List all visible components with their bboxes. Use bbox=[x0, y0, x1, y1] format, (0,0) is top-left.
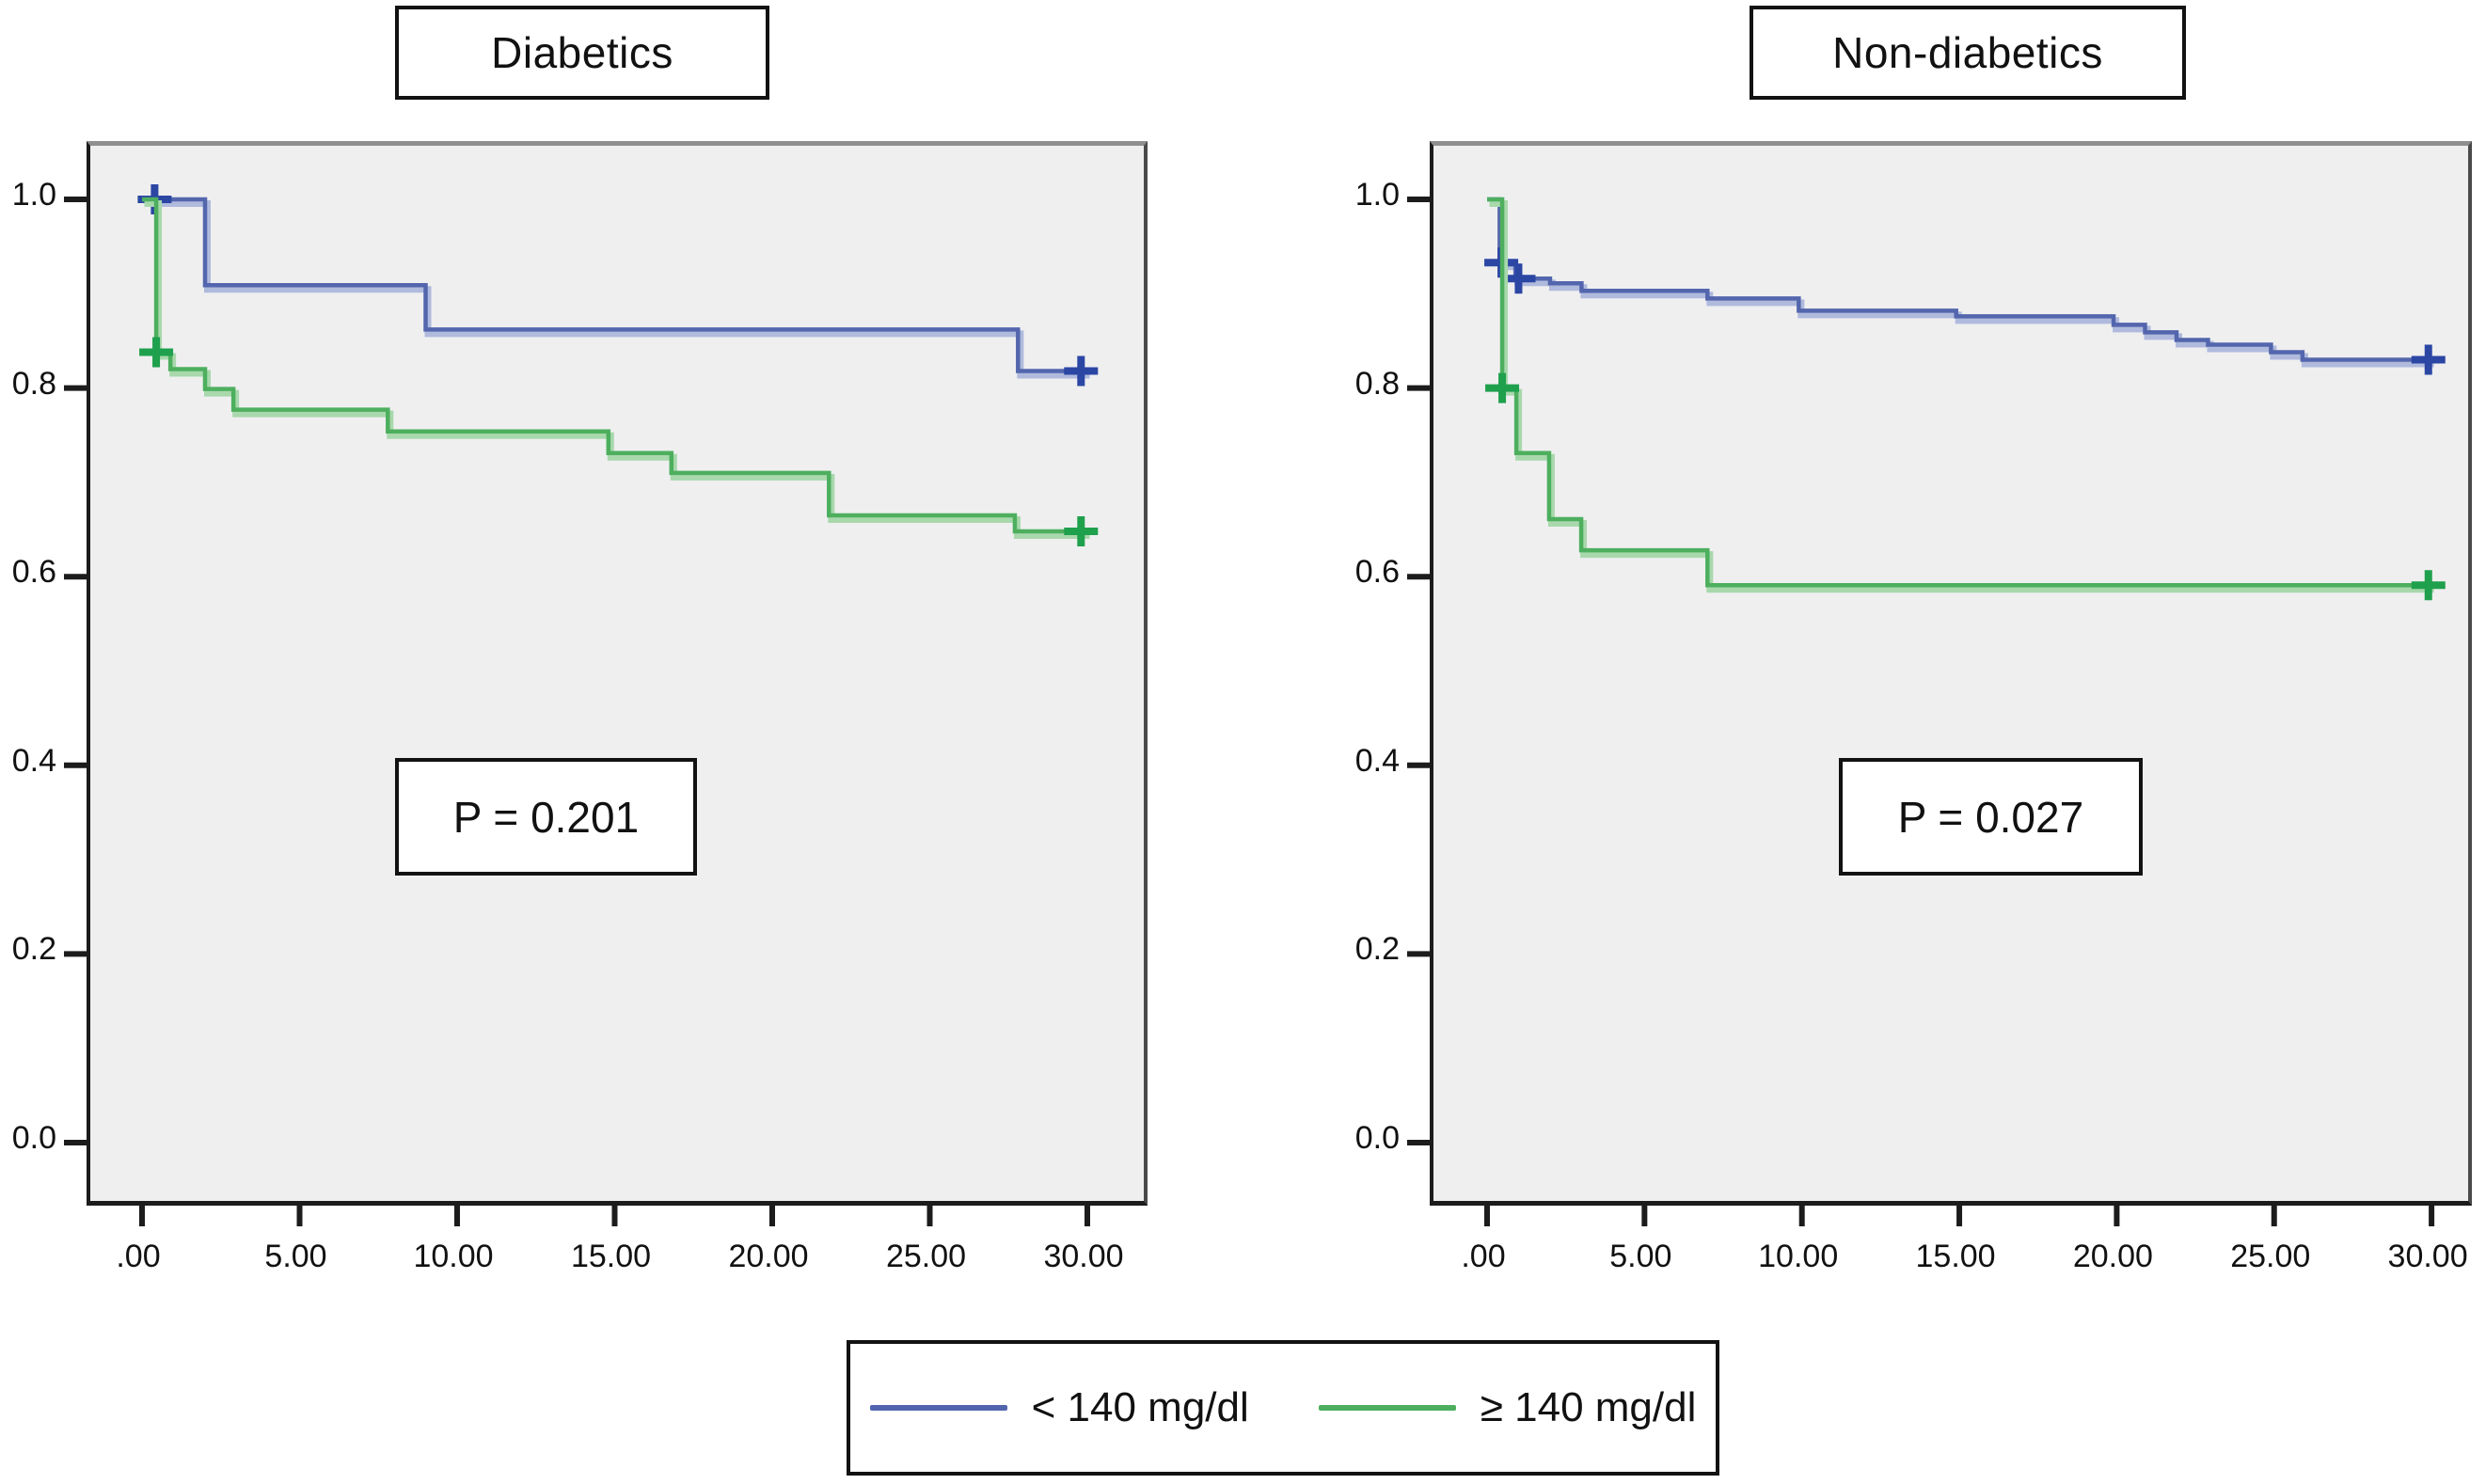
survival-curve-halo bbox=[144, 200, 1090, 379]
survival-curve-halo bbox=[144, 200, 1090, 540]
x-tick-label: .00 bbox=[116, 1239, 161, 1274]
plot-area-diabetics: P = 0.201 bbox=[64, 141, 1148, 1226]
x-tick-label: 5.00 bbox=[1609, 1239, 1672, 1274]
survival-curve bbox=[1487, 197, 2432, 588]
y-tick-label: 0.2 bbox=[1354, 931, 1400, 968]
panel-title-non-diabetics: Non-diabetics bbox=[1832, 28, 2103, 77]
x-tick-label: 10.00 bbox=[413, 1239, 494, 1274]
x-tick-label: 15.00 bbox=[1915, 1239, 1996, 1274]
legend-item-lt-140: < 140 mg/dl bbox=[869, 1384, 1249, 1431]
survival-curve-halo bbox=[1489, 200, 2434, 593]
legend-box: < 140 mg/dl ≥ 140 mg/dl bbox=[847, 1340, 1719, 1476]
x-tick-label: 30.00 bbox=[1043, 1239, 1124, 1274]
y-tick-label: 0.8 bbox=[11, 365, 56, 402]
panel-title-box-non-diabetics: Non-diabetics bbox=[1750, 6, 2186, 100]
legend-line-blue bbox=[869, 1405, 1007, 1411]
y-tick-label: 0.6 bbox=[11, 554, 56, 591]
survival-curve bbox=[1487, 197, 2432, 362]
x-tick-label: .00 bbox=[1461, 1239, 1506, 1274]
p-value-box-diabetics: P = 0.201 bbox=[395, 758, 697, 876]
x-tick-label: 10.00 bbox=[1758, 1239, 1839, 1274]
y-tick-label: 1.0 bbox=[11, 177, 56, 213]
y-tick-label: 0.6 bbox=[1354, 554, 1400, 591]
x-tick-label: 15.00 bbox=[570, 1239, 652, 1274]
p-value-box-non-diabetics: P = 0.027 bbox=[1839, 758, 2143, 876]
legend-label-lt-140: < 140 mg/dl bbox=[1031, 1384, 1249, 1430]
y-tick-label: 0.2 bbox=[11, 931, 56, 968]
legend-line-green bbox=[1318, 1405, 1456, 1411]
y-tick-label: 0.0 bbox=[1354, 1120, 1400, 1156]
plot-svg-non-diabetics bbox=[1407, 197, 2446, 1226]
x-tick-label: 30.00 bbox=[2387, 1239, 2468, 1274]
y-tick-label: 0.0 bbox=[11, 1120, 56, 1156]
p-value-non-diabetics: P = 0.027 bbox=[1897, 792, 2084, 842]
x-tick-label: 25.00 bbox=[2230, 1239, 2311, 1274]
survival-curve-halo bbox=[1489, 200, 2434, 368]
p-value-diabetics: P = 0.201 bbox=[452, 792, 640, 842]
x-tick-label: 20.00 bbox=[728, 1239, 809, 1274]
x-tick-label: 5.00 bbox=[264, 1239, 327, 1274]
x-tick-label: 20.00 bbox=[2072, 1239, 2153, 1274]
y-tick-label: 0.4 bbox=[11, 742, 56, 779]
survival-curve bbox=[142, 197, 1087, 373]
survival-curve bbox=[142, 197, 1087, 534]
legend-label-gte-140: ≥ 140 mg/dl bbox=[1480, 1384, 1697, 1430]
plot-area-non-diabetics: P = 0.027 bbox=[1407, 141, 2472, 1226]
panel-title-box-diabetics: Diabetics bbox=[395, 6, 769, 100]
y-tick-label: 0.8 bbox=[1354, 365, 1400, 402]
legend-item-gte-140: ≥ 140 mg/dl bbox=[1318, 1384, 1697, 1431]
panel-title-diabetics: Diabetics bbox=[491, 28, 673, 77]
plot-svg-diabetics bbox=[64, 184, 1099, 1226]
y-tick-label: 1.0 bbox=[1354, 177, 1400, 213]
y-tick-label: 0.4 bbox=[1354, 742, 1400, 779]
x-tick-label: 25.00 bbox=[885, 1239, 967, 1274]
